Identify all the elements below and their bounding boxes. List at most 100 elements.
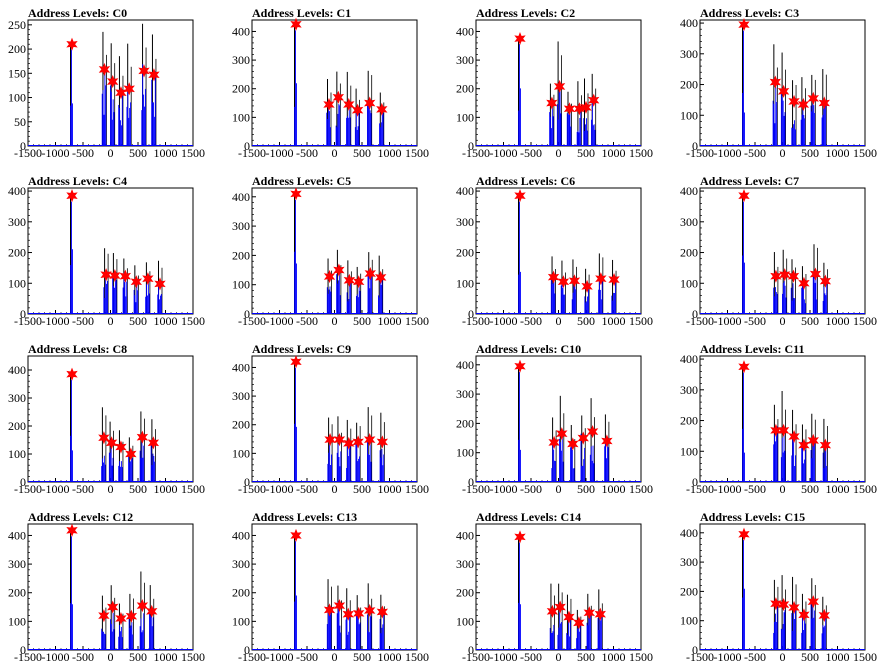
peak-marker bbox=[788, 600, 800, 615]
x-tick-label: -1500 bbox=[238, 314, 266, 328]
panel-title: Address Levels: C10 bbox=[476, 342, 581, 356]
peak-marker bbox=[147, 436, 160, 450]
y-tick-label: 300 bbox=[8, 557, 26, 571]
peak-marker bbox=[554, 600, 566, 614]
x-tick-label: -1000 bbox=[714, 146, 742, 160]
x-tick-label: 1000 bbox=[378, 146, 402, 160]
peak-marker bbox=[364, 266, 376, 281]
peak-marker bbox=[819, 438, 832, 452]
y-tick-label: 200 bbox=[8, 42, 26, 56]
x-tick-label: 0 bbox=[332, 482, 338, 496]
y-tick-label: 0 bbox=[20, 475, 26, 489]
x-tick-label: 1000 bbox=[602, 314, 626, 328]
y-tick-label: 0 bbox=[468, 643, 474, 657]
y-tick-label: 100 bbox=[456, 110, 474, 124]
x-tick-label: -500 bbox=[72, 146, 94, 160]
x-tick-label: -1500 bbox=[238, 146, 266, 160]
y-tick-label: 300 bbox=[456, 557, 474, 571]
panel-c5: Address Levels: C5 0 100 200 300 400 -1500 -100… bbox=[232, 174, 429, 328]
x-tick-label: 1500 bbox=[629, 482, 653, 496]
y-tick-label: 300 bbox=[232, 53, 250, 67]
x-tick-label: -1000 bbox=[490, 314, 518, 328]
x-tick-label: 1500 bbox=[181, 482, 205, 496]
y-tick-label: 300 bbox=[680, 383, 698, 397]
peak-marker bbox=[98, 62, 111, 77]
x-tick-label: -500 bbox=[744, 482, 766, 496]
panel-c14: Address Levels: C14 0 100 200 300 400 -1500 -10… bbox=[456, 510, 653, 664]
peak-marker bbox=[608, 273, 620, 287]
panel-c6: Address Levels: C6 0 100 200 300 400 -1500 -100… bbox=[456, 174, 653, 328]
panel-title: Address Levels: C3 bbox=[700, 6, 799, 20]
x-tick-label: 0 bbox=[108, 482, 114, 496]
y-tick-label: 400 bbox=[8, 528, 26, 542]
peak-marker bbox=[577, 431, 589, 445]
panel-c10: Address Levels: C10 0 100 200 300 400 -1500 -10… bbox=[456, 342, 653, 496]
peak-marker bbox=[115, 440, 127, 454]
y-tick-label: 100 bbox=[8, 614, 26, 628]
y-tick-label: 200 bbox=[8, 419, 26, 433]
x-tick-label: 0 bbox=[556, 650, 562, 664]
plot-frame bbox=[251, 355, 418, 483]
peak-marker bbox=[115, 86, 127, 100]
y-tick-label: 400 bbox=[232, 190, 250, 204]
x-tick-label: 500 bbox=[353, 650, 371, 664]
peak-marker bbox=[342, 607, 354, 621]
y-tick-label: 300 bbox=[680, 47, 698, 61]
peak-marker bbox=[818, 608, 830, 622]
x-tick-label: 0 bbox=[108, 146, 114, 160]
panel-title: Address Levels: C6 bbox=[476, 174, 575, 188]
x-tick-label: 500 bbox=[129, 314, 147, 328]
x-tick-label: -1000 bbox=[266, 650, 294, 664]
panel-c13: Address Levels: C13 0 100 200 300 400 -1500 -10… bbox=[232, 510, 429, 664]
x-tick-label: -500 bbox=[296, 146, 318, 160]
peak-marker bbox=[125, 447, 137, 461]
peak-marker bbox=[343, 97, 355, 112]
x-tick-label: -500 bbox=[296, 314, 318, 328]
x-tick-label: 1000 bbox=[154, 314, 178, 328]
x-tick-label: 0 bbox=[780, 650, 786, 664]
peak-marker bbox=[376, 605, 389, 619]
peak-marker bbox=[324, 433, 336, 447]
peak-marker bbox=[798, 276, 810, 290]
y-tick-label: 200 bbox=[232, 418, 250, 432]
x-tick-label: 0 bbox=[780, 482, 786, 496]
x-tick-label: 500 bbox=[801, 314, 819, 328]
peak-marker bbox=[333, 263, 345, 277]
peak-marker bbox=[779, 268, 791, 282]
x-tick-label: 500 bbox=[129, 482, 147, 496]
peak-marker bbox=[787, 269, 800, 283]
peak-marker bbox=[563, 610, 575, 624]
panel-title: Address Levels: C4 bbox=[28, 174, 127, 188]
x-tick-label: 500 bbox=[801, 650, 819, 664]
peak-marker bbox=[770, 423, 782, 437]
x-tick-label: 1500 bbox=[181, 146, 205, 160]
x-tick-label: -1500 bbox=[14, 482, 42, 496]
x-tick-label: -500 bbox=[520, 482, 542, 496]
x-tick-label: 1000 bbox=[154, 482, 178, 496]
peak-marker bbox=[343, 273, 356, 287]
x-tick-label: 1000 bbox=[826, 482, 850, 496]
peak-marker bbox=[332, 90, 345, 104]
x-tick-label: -1500 bbox=[686, 482, 714, 496]
x-tick-label: 1500 bbox=[181, 650, 205, 664]
x-tick-label: 500 bbox=[353, 482, 371, 496]
y-tick-label: 200 bbox=[680, 78, 698, 92]
peak-marker bbox=[364, 96, 376, 110]
y-tick-label: 200 bbox=[232, 248, 250, 262]
peak-marker bbox=[738, 527, 750, 541]
y-tick-label: 100 bbox=[680, 614, 698, 628]
x-tick-label: 0 bbox=[332, 314, 338, 328]
x-tick-label: 1000 bbox=[602, 146, 626, 160]
y-tick-label: 0 bbox=[244, 139, 250, 153]
peak-marker bbox=[601, 434, 613, 448]
peak-marker bbox=[323, 269, 336, 284]
peak-marker bbox=[573, 616, 585, 630]
peak-marker bbox=[580, 100, 592, 114]
peak-marker bbox=[798, 438, 810, 452]
peak-marker bbox=[290, 17, 302, 31]
peak-marker bbox=[788, 429, 800, 444]
peak-marker bbox=[586, 425, 599, 439]
x-tick-label: -1000 bbox=[266, 482, 294, 496]
x-tick-label: -1500 bbox=[686, 314, 714, 328]
peak-marker bbox=[333, 599, 346, 613]
